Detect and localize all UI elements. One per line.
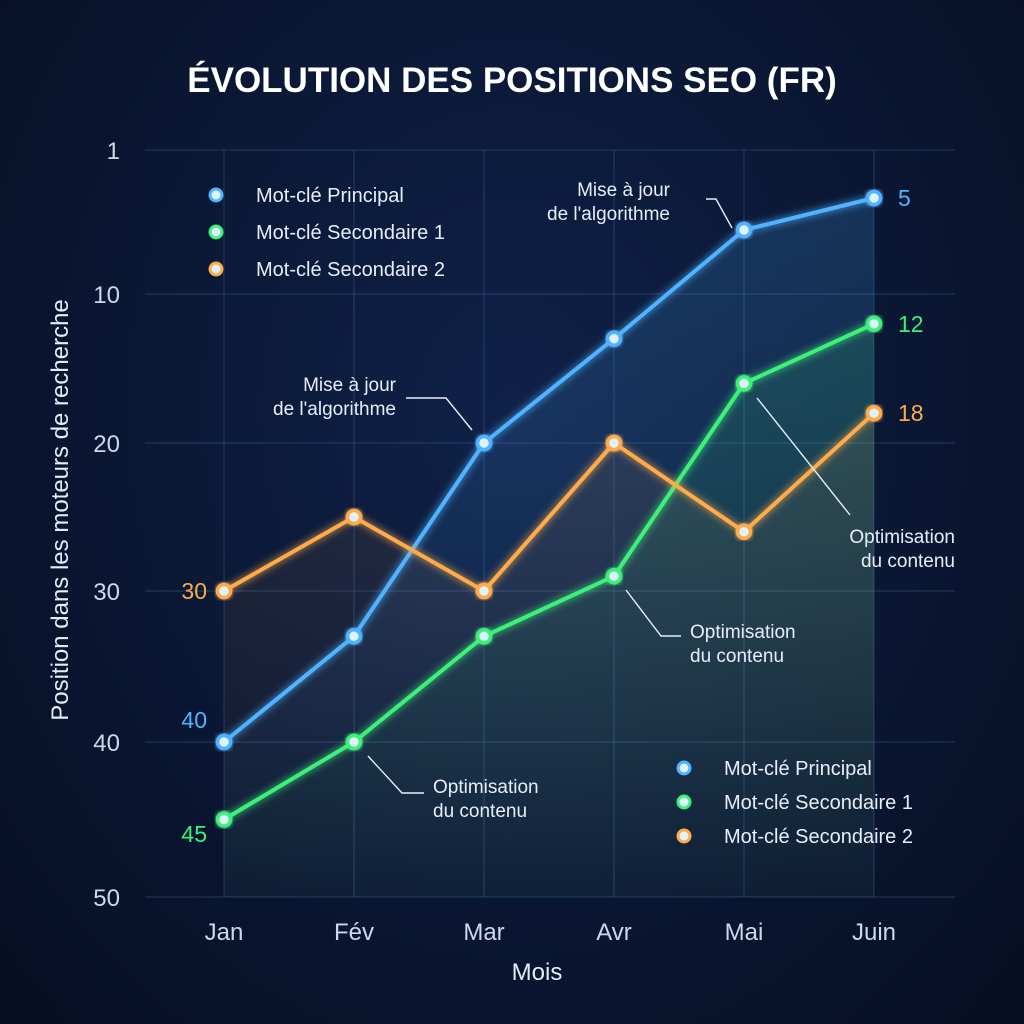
series-lines (222, 196, 876, 822)
annotation: Optimisation du contenu (625, 589, 796, 667)
y-tick-label: 1 (107, 138, 120, 165)
data-label: 18 (898, 400, 924, 426)
y-tick-label: 30 (93, 579, 120, 606)
annotation-leader-line (625, 589, 681, 637)
annotation-text: de l'algorithme (547, 204, 670, 225)
x-tick-label: Juin (852, 919, 896, 946)
x-axis-label: Mois (512, 959, 563, 986)
legend-label: Mot-clé Principal (724, 758, 872, 780)
data-point (605, 434, 623, 452)
data-point (345, 508, 363, 526)
data-point (215, 811, 233, 828)
legend-marker (676, 828, 692, 844)
data-point (475, 582, 493, 600)
data-labels: 40 5 45 12 30 18 (181, 185, 923, 847)
legend-item: Mot-clé Principal (188, 185, 404, 207)
y-tick-label: 40 (93, 730, 120, 757)
legend-label: Mot-clé Secondaire 1 (256, 222, 445, 244)
series-points (215, 189, 883, 828)
annotation-leader-line (706, 198, 733, 229)
chart-title: ÉVOLUTION DES POSITIONS SEO (FR) (187, 60, 837, 100)
annotation: Mise à jour de l'algorithme (273, 375, 473, 431)
x-tick-label: Avr (596, 919, 632, 946)
annotations: Mise à jour de l'algorithme Mise à jour de … (273, 180, 955, 822)
annotation: Mise à jour de l'algorithme (547, 180, 733, 229)
data-point (345, 733, 363, 751)
annotation-leader-line (756, 397, 851, 516)
annotation-text: du contenu (861, 551, 955, 572)
annotation-text: Mise à jour (577, 180, 671, 201)
y-axis-label: Position dans les moteurs de recherche (47, 299, 74, 721)
legends: Mot-clé Principal Mot-clé Secondaire 1 Mot… (188, 185, 913, 848)
legend-marker (208, 261, 224, 277)
annotation-leader-line (367, 755, 424, 794)
series-line (222, 196, 876, 744)
legend-item: Mot-clé Secondaire 1 (656, 792, 913, 814)
y-tick-label: 10 (93, 282, 120, 309)
legend-label: Mot-clé Secondaire 2 (724, 826, 913, 848)
data-label: 45 (181, 821, 207, 847)
data-point (605, 330, 623, 347)
data-point (215, 733, 233, 751)
data-point (215, 582, 233, 600)
legend-item: Mot-clé Principal (656, 758, 872, 780)
data-point (865, 404, 883, 422)
legend-label: Mot-clé Principal (256, 185, 404, 207)
legend-label: Mot-clé Secondaire 1 (724, 792, 913, 814)
annotation-leader-line (406, 397, 473, 431)
data-point (475, 434, 493, 452)
legend-marker (208, 224, 224, 240)
data-label: 5 (898, 185, 911, 211)
data-point (475, 628, 493, 645)
annotation: Optimisation du contenu (756, 397, 955, 572)
y-tick-label: 20 (93, 431, 120, 458)
x-tick-label: Mai (725, 919, 764, 946)
annotation-text: Optimisation (433, 777, 539, 798)
data-point (735, 375, 753, 392)
x-tick-label: Fév (334, 919, 374, 946)
data-point (865, 189, 883, 207)
data-point (735, 221, 753, 239)
data-point (735, 523, 753, 541)
legend-item: Mot-clé Secondaire 2 (188, 259, 445, 281)
annotation-text: de l'algorithme (273, 399, 396, 420)
axes (143, 150, 955, 899)
x-tick-label: Mar (463, 919, 504, 946)
legend-label: Mot-clé Secondaire 2 (256, 259, 445, 281)
x-tick-label: Jan (205, 919, 244, 946)
y-tick-label: 50 (93, 885, 120, 912)
annotation-text: Optimisation (690, 622, 796, 643)
data-point (605, 567, 623, 585)
data-label: 40 (181, 707, 207, 733)
legend-marker (676, 760, 692, 776)
annotation-text: du contenu (690, 646, 784, 667)
annotation: Optimisation du contenu (367, 755, 539, 822)
legend-item: Mot-clé Secondaire 1 (188, 222, 445, 244)
annotation-text: Optimisation (849, 527, 955, 548)
data-label: 12 (898, 311, 924, 337)
tick-labels: 1 10 20 30 40 50 Jan Fév Mar Avr Mai Juin (93, 138, 896, 946)
legend-marker (676, 794, 692, 810)
data-point (345, 628, 363, 645)
annotation-text: du contenu (433, 801, 527, 822)
legend-item: Mot-clé Secondaire 2 (656, 826, 913, 848)
legend-marker (208, 187, 224, 203)
series-line (222, 411, 876, 593)
data-point (865, 315, 883, 333)
legend-top-left: Mot-clé Principal Mot-clé Secondaire 1 Mot… (188, 185, 445, 281)
series-line (222, 321, 876, 822)
data-label: 30 (181, 578, 207, 604)
legend-bottom-right: Mot-clé Principal Mot-clé Secondaire 1 Mot… (656, 758, 913, 848)
annotation-text: Mise à jour (303, 375, 397, 396)
